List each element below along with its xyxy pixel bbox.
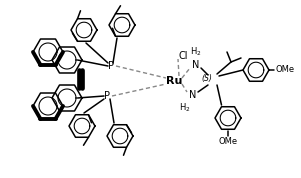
Text: H$_2$: H$_2$ <box>190 46 202 58</box>
Text: OMe: OMe <box>275 66 294 75</box>
Text: P: P <box>104 91 110 101</box>
Text: P: P <box>108 61 114 71</box>
Text: N: N <box>189 90 197 100</box>
Text: (S): (S) <box>202 74 213 82</box>
Text: N: N <box>192 60 200 70</box>
Text: OMe: OMe <box>219 137 237 146</box>
Text: H$_2$: H$_2$ <box>179 102 191 114</box>
Text: Cl: Cl <box>178 51 188 61</box>
Text: Ru: Ru <box>166 76 182 86</box>
